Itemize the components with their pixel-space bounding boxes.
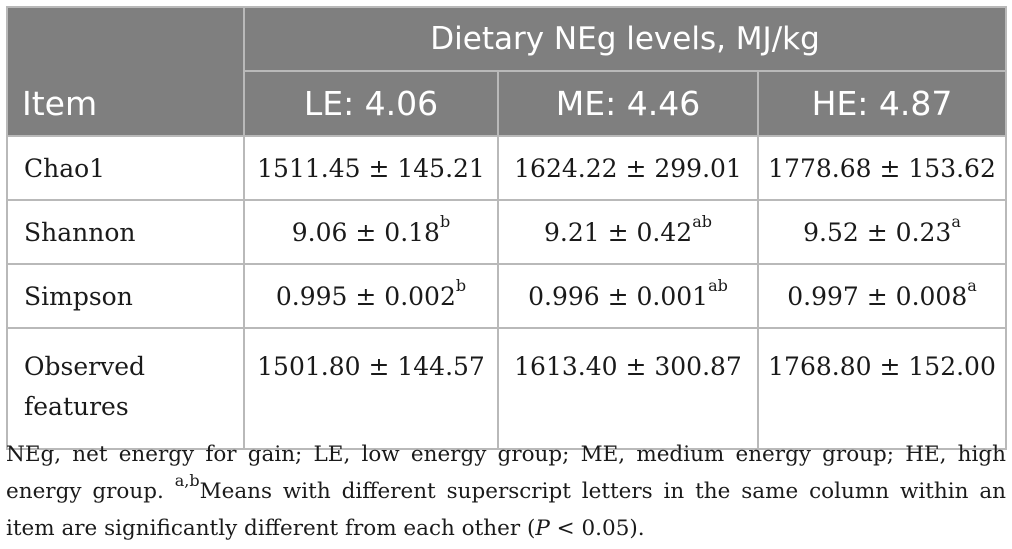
cell-value: 1511.45 ± 145.21 <box>257 153 485 183</box>
table-row: Simpson 0.995 ± 0.002b 0.996 ± 0.001ab 0… <box>6 263 1008 329</box>
cell-value: 1613.40 ± 300.87 <box>514 352 742 381</box>
cell-value: 0.995 ± 0.002 <box>275 281 456 311</box>
cell-superscript: a <box>967 276 977 296</box>
row-label-line: Observed <box>24 352 145 381</box>
row-label: Shannon <box>6 199 245 265</box>
cell-value: 1624.22 ± 299.01 <box>514 153 742 183</box>
column-header-me: ME: 4.46 <box>497 70 759 137</box>
cell-value: 0.996 ± 0.001 <box>528 281 709 311</box>
cell-superscript: ab <box>708 276 728 296</box>
table-cell: 1501.80 ± 144.57 <box>243 327 499 450</box>
cell-value: 1501.80 ± 144.57 <box>257 352 485 381</box>
footnote-text: Means with different superscript letters… <box>6 479 1007 541</box>
cell-value: 9.06 ± 0.18 <box>291 217 440 247</box>
cell-superscript: b <box>455 276 467 296</box>
cell-superscript: b <box>439 212 451 232</box>
table-cell: 1624.22 ± 299.01 <box>497 135 759 201</box>
cell-superscript: a <box>951 212 961 232</box>
table-cell: 1768.80 ± 152.00 <box>756 327 1008 450</box>
table-container: Item Dietary NEg levels, MJ/kg LE: 4.06 … <box>6 6 1008 450</box>
table-cell: 9.06 ± 0.18b <box>243 199 499 265</box>
header-row-columns: LE: 4.06 ME: 4.46 HE: 4.87 <box>7 70 1008 137</box>
group-header: Dietary NEg levels, MJ/kg <box>242 6 1008 72</box>
table-footnote: NEg, net energy for gain; LE, low energy… <box>6 436 1006 547</box>
table-cell: 0.996 ± 0.001ab <box>497 263 759 329</box>
column-header-he: HE: 4.87 <box>756 70 1008 137</box>
row-label: Chao1 <box>6 135 245 201</box>
table-cell: 9.21 ± 0.42ab <box>497 199 759 265</box>
table-cell: 0.997 ± 0.008a <box>756 263 1008 329</box>
row-label: Simpson <box>6 263 245 329</box>
footnote-text: NEg, net energy for gain; LE, low energy… <box>6 442 1006 504</box>
data-table: Item Dietary NEg levels, MJ/kg LE: 4.06 … <box>6 6 1008 450</box>
cell-value: 9.21 ± 0.42 <box>544 217 693 247</box>
row-label-line: features <box>24 392 129 421</box>
item-column-header: Item <box>6 6 245 137</box>
table-cell: 1613.40 ± 300.87 <box>497 327 759 450</box>
cell-superscript: ab <box>692 212 712 232</box>
table-cell: 1778.68 ± 153.62 <box>756 135 1008 201</box>
table-cell: 1511.45 ± 145.21 <box>243 135 499 201</box>
cell-value: 9.52 ± 0.23 <box>803 217 952 247</box>
column-header-le: LE: 4.06 <box>243 70 499 137</box>
table-row: Observed features 1501.80 ± 144.57 1613.4… <box>6 327 1008 450</box>
table-row: Shannon 9.06 ± 0.18b 9.21 ± 0.42ab 9.52 … <box>6 199 1008 265</box>
footnote-text: < 0.05). <box>549 516 645 541</box>
cell-value: 1768.80 ± 152.00 <box>768 352 996 381</box>
cell-value: 0.997 ± 0.008 <box>787 281 968 311</box>
table-cell: 9.52 ± 0.23a <box>756 199 1008 265</box>
cell-value: 1778.68 ± 153.62 <box>768 153 996 183</box>
table-row: Chao1 1511.45 ± 145.21 1624.22 ± 299.01 … <box>6 135 1008 201</box>
header-row-group: Item Dietary NEg levels, MJ/kg <box>6 6 1008 137</box>
footnote-p-symbol: P <box>535 516 550 541</box>
table-cell: 0.995 ± 0.002b <box>243 263 499 329</box>
row-label: Observed features <box>6 327 245 450</box>
footnote-superscript: a,b <box>174 470 200 490</box>
